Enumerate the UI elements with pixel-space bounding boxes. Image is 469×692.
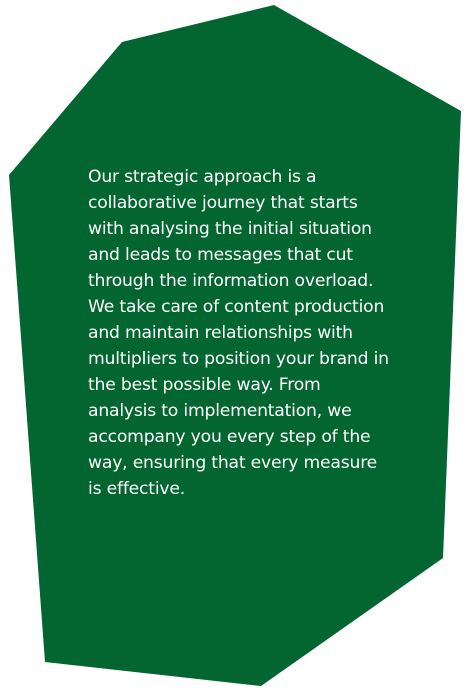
paragraph-line: multipliers to position your brand in (88, 349, 389, 369)
paragraph-line: analysis to implementation, we (88, 401, 352, 421)
paragraph-line: and maintain relationships with (88, 323, 353, 343)
paragraph-line: and leads to messages that cut (88, 245, 353, 265)
paragraph-line: accompany you every step of the (88, 427, 371, 447)
paragraph-line: way, ensuring that every measure (88, 453, 378, 473)
paragraph-line: collaborative journey that starts (88, 193, 358, 213)
paragraph-line: is effective. (88, 479, 186, 499)
paragraph-line: with analysing the initial situation (88, 219, 372, 239)
approach-paragraph: Our strategic approach is a collaborativ… (88, 164, 428, 502)
paragraph-line: Our strategic approach is a (88, 167, 317, 187)
paragraph-line: We take care of content production (88, 297, 385, 317)
paragraph-line: through the information overload. (88, 271, 374, 291)
paragraph-line: the best possible way. From (88, 375, 321, 395)
